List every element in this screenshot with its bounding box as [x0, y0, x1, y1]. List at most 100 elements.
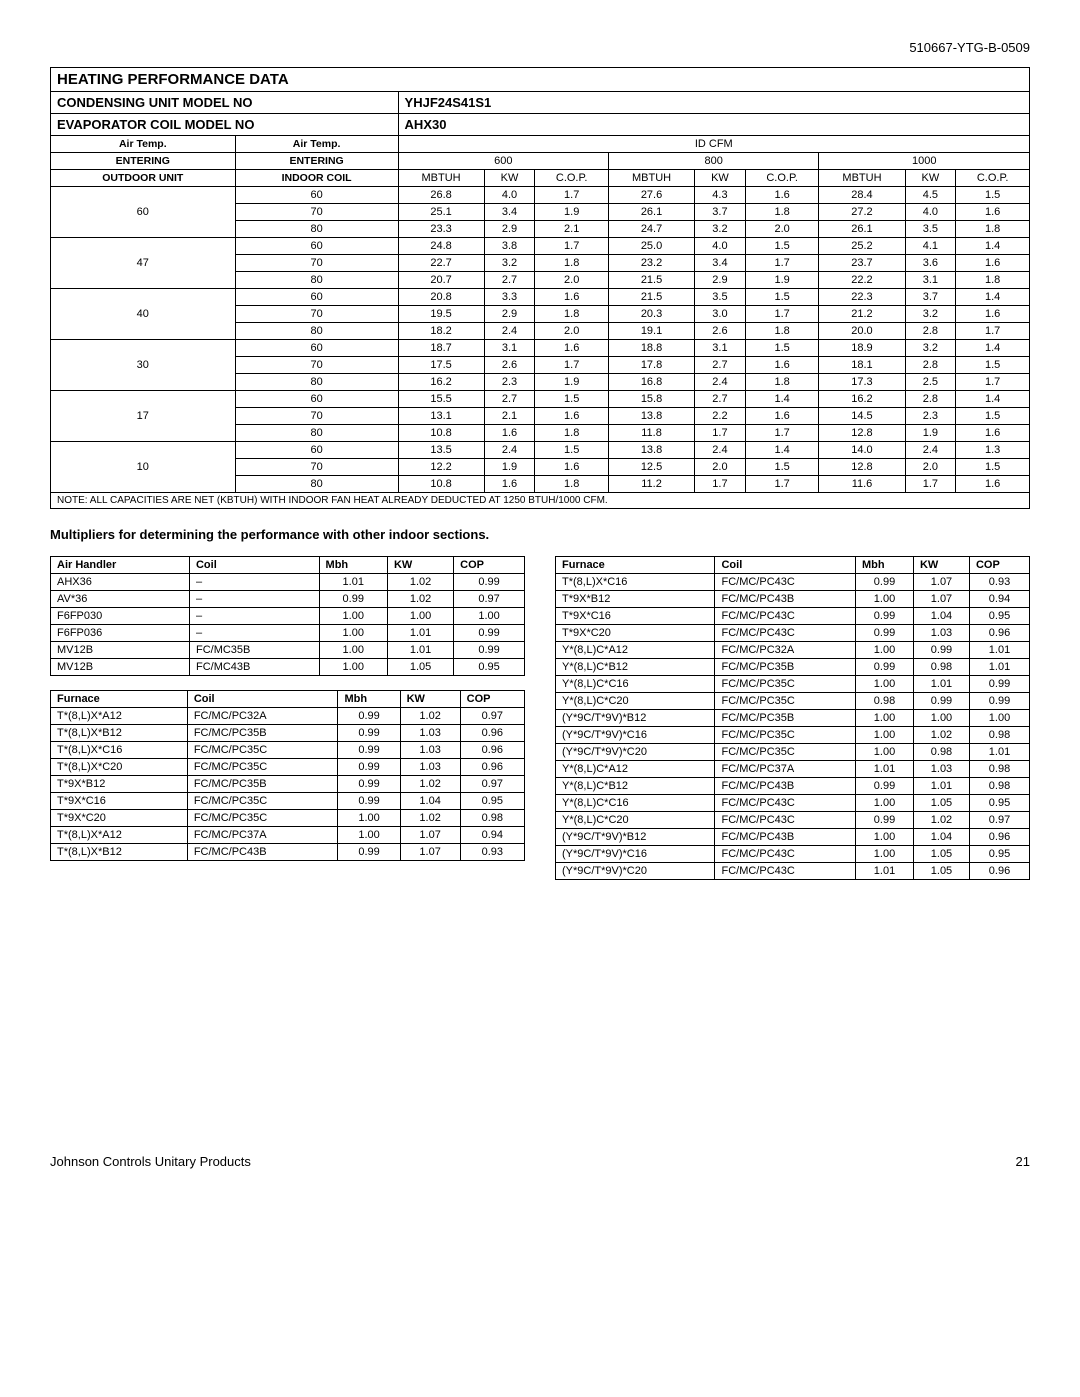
data-cell: 2.4 — [695, 374, 746, 391]
cell: 1.05 — [913, 795, 969, 812]
cell: FC/MC/PC43B — [715, 591, 856, 608]
data-cell: 1.5 — [535, 442, 609, 459]
outdoor-temp-cell: 10 — [51, 442, 236, 493]
data-cell: 2.8 — [905, 391, 956, 408]
cell: 1.03 — [400, 725, 460, 742]
cell: 1.00 — [319, 659, 387, 676]
data-cell: 12.5 — [609, 459, 695, 476]
cell: 0.94 — [460, 827, 524, 844]
multiplier-section: Air HandlerCoilMbhKWCOP AHX36–1.011.020.… — [50, 556, 1030, 894]
data-cell: 2.0 — [905, 459, 956, 476]
data-cell: 13.5 — [398, 442, 484, 459]
cell: 0.99 — [969, 693, 1029, 710]
cell: 0.98 — [969, 761, 1029, 778]
cell: 1.03 — [400, 742, 460, 759]
data-cell: 16.8 — [609, 374, 695, 391]
cell: 0.99 — [338, 776, 400, 793]
indoor-temp-cell: 60 — [235, 238, 398, 255]
evaporator-label: EVAPORATOR COIL MODEL NO — [51, 114, 399, 136]
data-cell: 1.7 — [745, 425, 819, 442]
data-cell: 28.4 — [819, 187, 905, 204]
cell: 1.00 — [319, 625, 387, 642]
cell: 0.98 — [460, 810, 524, 827]
data-cell: 3.6 — [905, 255, 956, 272]
data-cell: 2.4 — [905, 442, 956, 459]
cell: 1.07 — [913, 591, 969, 608]
cell: T*(8,L)X*C16 — [556, 574, 715, 591]
metric: MBTUH — [609, 170, 695, 187]
cell: T*9X*B12 — [51, 776, 188, 793]
page-footer: Johnson Controls Unitary Products 21 — [50, 1154, 1030, 1169]
cell: 0.99 — [454, 625, 525, 642]
cell: 0.97 — [454, 591, 525, 608]
cell: 0.99 — [856, 574, 914, 591]
data-cell: 4.0 — [484, 187, 535, 204]
data-cell: 2.5 — [905, 374, 956, 391]
cell: 1.01 — [969, 642, 1029, 659]
data-cell: 21.5 — [609, 289, 695, 306]
cell: FC/MC35B — [189, 642, 319, 659]
data-cell: 2.7 — [484, 272, 535, 289]
cell: FC/MC/PC35B — [187, 725, 338, 742]
cell: Y*(8,L)C*C16 — [556, 795, 715, 812]
cell: 1.00 — [856, 795, 914, 812]
cell: 0.95 — [460, 793, 524, 810]
data-cell: 3.4 — [484, 204, 535, 221]
indoor-temp-cell: 80 — [235, 272, 398, 289]
cell: 0.96 — [460, 759, 524, 776]
col-header: COP — [454, 557, 525, 574]
data-cell: 14.0 — [819, 442, 905, 459]
outdoor-temp-cell: 60 — [51, 187, 236, 238]
data-cell: 1.5 — [956, 408, 1030, 425]
cell: 0.99 — [338, 725, 400, 742]
cell: FC/MC/PC43C — [715, 625, 856, 642]
cell: 1.00 — [856, 591, 914, 608]
cell: 0.99 — [338, 793, 400, 810]
cell: 0.99 — [856, 625, 914, 642]
data-cell: 1.7 — [535, 238, 609, 255]
outdoor-temp-cell: 47 — [51, 238, 236, 289]
data-cell: 3.1 — [484, 340, 535, 357]
cell: 1.03 — [913, 761, 969, 778]
cell: Y*(8,L)C*C20 — [556, 812, 715, 829]
col-header: COP — [969, 557, 1029, 574]
data-cell: 1.5 — [956, 187, 1030, 204]
cell: T*(8,L)X*B12 — [51, 844, 188, 861]
col-header: Coil — [189, 557, 319, 574]
cell: Y*(8,L)C*A12 — [556, 642, 715, 659]
multiplier-heading: Multipliers for determining the performa… — [50, 527, 1030, 542]
cell: 1.00 — [856, 727, 914, 744]
cfm-1000: 1000 — [819, 153, 1030, 170]
cell: 0.97 — [460, 708, 524, 725]
data-cell: 1.6 — [745, 187, 819, 204]
cell: 1.02 — [387, 574, 453, 591]
data-cell: 1.7 — [535, 187, 609, 204]
indoor-temp-cell: 60 — [235, 340, 398, 357]
data-cell: 1.7 — [745, 255, 819, 272]
hdr-outdoor-1: Air Temp. — [51, 136, 236, 153]
cell: – — [189, 574, 319, 591]
cell: 0.99 — [338, 708, 400, 725]
metric: MBTUH — [398, 170, 484, 187]
cell: 0.93 — [969, 574, 1029, 591]
cell: 0.99 — [338, 844, 400, 861]
indoor-temp-cell: 80 — [235, 374, 398, 391]
hdr-indoor-2: ENTERING — [235, 153, 398, 170]
indoor-temp-cell: 70 — [235, 408, 398, 425]
cell: 1.00 — [387, 608, 453, 625]
data-cell: 3.2 — [905, 340, 956, 357]
data-cell: 1.5 — [745, 238, 819, 255]
data-cell: 19.5 — [398, 306, 484, 323]
data-cell: 2.4 — [695, 442, 746, 459]
cell: 0.99 — [913, 642, 969, 659]
data-cell: 12.8 — [819, 459, 905, 476]
cell: Y*(8,L)C*B12 — [556, 778, 715, 795]
data-cell: 2.2 — [695, 408, 746, 425]
cell: 0.97 — [460, 776, 524, 793]
cell: 1.02 — [400, 810, 460, 827]
furnace-right-table: FurnaceCoilMbhKWCOP T*(8,L)X*C16FC/MC/PC… — [555, 556, 1030, 880]
data-cell: 2.3 — [484, 374, 535, 391]
data-cell: 1.6 — [745, 408, 819, 425]
footer-brand: Johnson Controls Unitary Products — [50, 1154, 251, 1169]
cell: Y*(8,L)C*C20 — [556, 693, 715, 710]
